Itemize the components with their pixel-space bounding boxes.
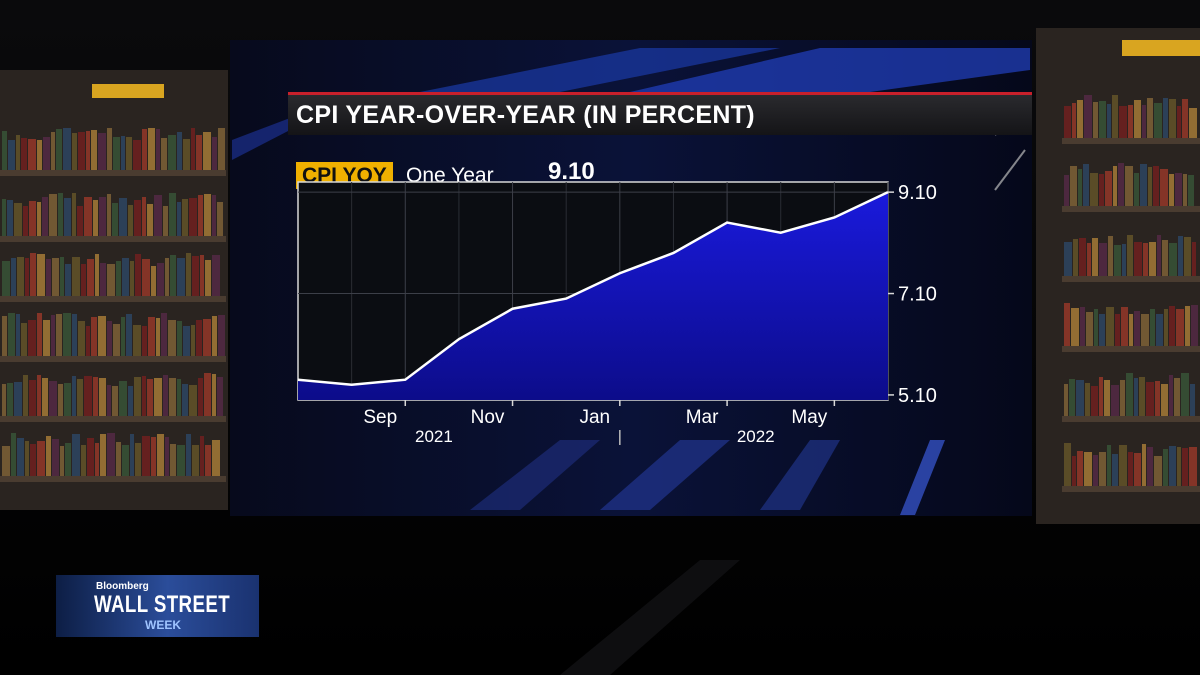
screen-light-streaks bbox=[232, 48, 1030, 515]
right-bookshelf bbox=[1036, 28, 1200, 524]
x-tick-label: Nov bbox=[471, 407, 505, 428]
x-tick-label: May bbox=[791, 407, 827, 428]
show-logo: Bloomberg WALL STREET WEEK bbox=[56, 575, 259, 637]
x-tick-label: Mar bbox=[686, 407, 719, 428]
chart-title: CPI YEAR-OVER-YEAR (IN PERCENT) bbox=[296, 101, 755, 129]
y-tick-label: 9.10 bbox=[898, 182, 937, 204]
x-tick-label: Sep bbox=[363, 407, 397, 428]
network-logo-text: Bloomberg bbox=[96, 581, 149, 592]
year-label: 2022 bbox=[737, 427, 775, 446]
show-title: WALL STREET bbox=[94, 591, 231, 618]
cpi-series-line bbox=[297, 191, 889, 387]
last-value-label: 9.10 bbox=[548, 158, 595, 185]
chart-title-bar: CPI YEAR-OVER-YEAR (IN PERCENT) bbox=[288, 92, 1032, 135]
y-tick-label: 5.10 bbox=[898, 385, 937, 407]
year-label: 2021 bbox=[415, 427, 453, 446]
left-bookshelf bbox=[0, 70, 228, 510]
y-tick-label: 7.10 bbox=[898, 284, 937, 306]
show-subtitle: WEEK bbox=[145, 618, 181, 632]
x-tick-label: Jan bbox=[579, 407, 610, 428]
cpi-area-fill bbox=[298, 192, 888, 400]
